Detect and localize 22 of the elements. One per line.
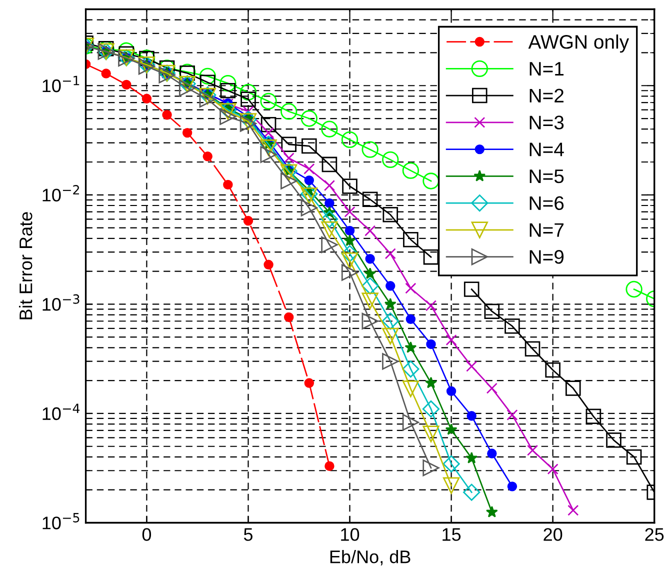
legend-label: N=6 — [530, 196, 564, 210]
legend-label: N=3 — [530, 116, 564, 130]
legend-label: N=1 — [530, 62, 564, 76]
y-tick-label: 10$^{−3}$ — [42, 294, 80, 311]
y-tick-label: 10$^{−1}$ — [42, 76, 80, 92]
legend-label: N=4 — [530, 142, 564, 156]
y-tick-label: 10$^{−2}$ — [42, 185, 80, 202]
legend-label: N=7 — [530, 223, 564, 237]
x-tick-label: 5 — [244, 528, 252, 541]
legend-label: N=2 — [530, 88, 564, 102]
x-tick-label: 20 — [544, 528, 562, 541]
legend-label: N=9 — [530, 250, 564, 264]
x-tick-label: 25 — [645, 528, 664, 541]
y-axis-title: Bit Error Rate — [18, 212, 32, 320]
x-axis-title: Eb/No, dB — [330, 550, 410, 566]
legend-label: N=5 — [530, 170, 564, 184]
x-tick-label: 10 — [341, 528, 360, 541]
legend-label: AWGN only — [528, 34, 630, 53]
x-tick-label: 0 — [142, 528, 152, 541]
y-tick-label: 10$^{−4}$ — [42, 404, 80, 420]
y-tick-label: 10$^{−5}$ — [42, 513, 80, 530]
x-tick-label: 15 — [442, 528, 461, 541]
